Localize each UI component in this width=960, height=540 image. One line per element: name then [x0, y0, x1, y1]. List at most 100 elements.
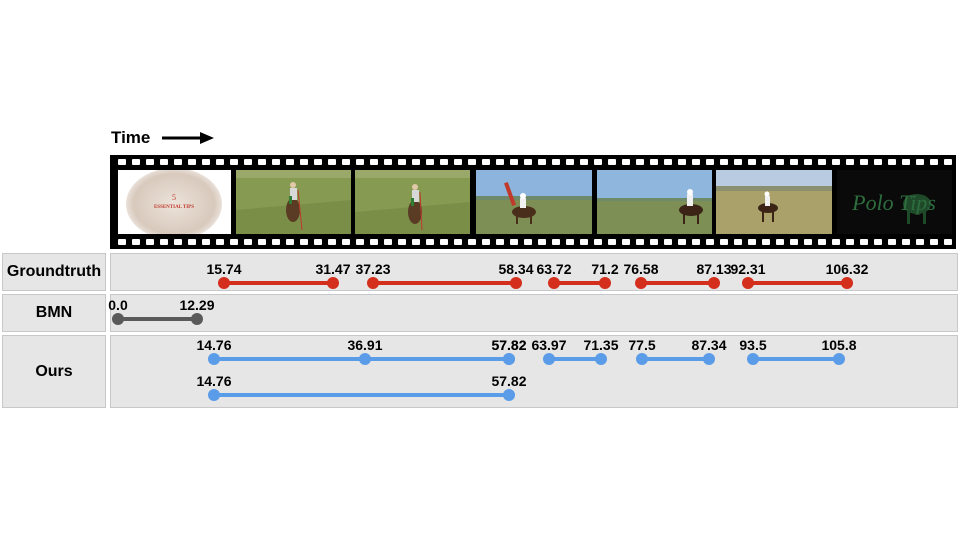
- film-hole: [356, 239, 364, 245]
- film-hole: [412, 239, 420, 245]
- segment-start-point: [548, 277, 560, 289]
- segment-end-point: [708, 277, 720, 289]
- film-hole: [706, 159, 714, 165]
- segment-start-label: 93.5: [739, 337, 766, 353]
- frame-1-caption-number: 5: [172, 193, 176, 202]
- film-hole: [734, 159, 742, 165]
- film-hole: [804, 159, 812, 165]
- film-hole: [916, 159, 924, 165]
- film-hole: [664, 159, 672, 165]
- film-hole: [902, 239, 910, 245]
- segment-start-label: 92.31: [730, 261, 765, 277]
- segment-start-point: [543, 353, 555, 365]
- film-hole: [776, 159, 784, 165]
- row-label-bmn: BMN: [2, 294, 106, 332]
- film-hole: [174, 159, 182, 165]
- film-hole: [846, 239, 854, 245]
- film-hole: [118, 239, 126, 245]
- segment-end-label: 106.32: [826, 261, 869, 277]
- segment-end-point: [841, 277, 853, 289]
- time-label: Time: [111, 128, 151, 147]
- segment-end-label: 87.34: [691, 337, 726, 353]
- segment-start-label: 37.23: [355, 261, 390, 277]
- segment-start-point: [747, 353, 759, 365]
- video-frame-3: [355, 170, 470, 234]
- film-hole: [258, 159, 266, 165]
- segment-end-point: [503, 353, 515, 365]
- film-hole: [916, 239, 924, 245]
- film-hole: [468, 159, 476, 165]
- film-hole: [482, 159, 490, 165]
- film-hole: [860, 159, 868, 165]
- film-hole: [244, 239, 252, 245]
- film-hole: [440, 239, 448, 245]
- film-hole: [286, 239, 294, 245]
- film-hole: [608, 159, 616, 165]
- segment-start-point: [218, 277, 230, 289]
- video-frame-7: Polo Tips: [837, 170, 952, 234]
- film-hole: [734, 239, 742, 245]
- film-hole: [412, 159, 420, 165]
- film-hole: [216, 239, 224, 245]
- film-hole: [664, 239, 672, 245]
- film-hole: [300, 239, 308, 245]
- film-hole: [538, 239, 546, 245]
- film-hole: [468, 239, 476, 245]
- film-hole: [762, 239, 770, 245]
- film-hole: [818, 159, 826, 165]
- film-hole: [328, 159, 336, 165]
- film-hole: [566, 239, 574, 245]
- film-hole: [748, 239, 756, 245]
- film-hole: [160, 239, 168, 245]
- film-hole: [370, 159, 378, 165]
- row-label-ours: Ours: [2, 335, 106, 408]
- row-label-groundtruth: Groundtruth: [2, 253, 106, 291]
- film-hole: [874, 159, 882, 165]
- film-perforations-bottom: [110, 235, 956, 249]
- film-hole: [216, 159, 224, 165]
- film-hole: [608, 239, 616, 245]
- film-hole: [510, 239, 518, 245]
- film-hole: [720, 239, 728, 245]
- film-hole: [552, 159, 560, 165]
- film-hole: [356, 159, 364, 165]
- film-hole: [692, 239, 700, 245]
- film-hole: [832, 239, 840, 245]
- film-hole: [524, 159, 532, 165]
- film-hole: [748, 159, 756, 165]
- film-hole: [776, 239, 784, 245]
- film-perforations-top: [110, 155, 956, 169]
- film-hole: [650, 239, 658, 245]
- film-hole: [496, 239, 504, 245]
- segment-start-label: 14.76: [196, 337, 231, 353]
- frame-1-caption-text: ESSENTIAL TIPS: [154, 205, 194, 210]
- film-hole: [510, 159, 518, 165]
- film-hole: [622, 239, 630, 245]
- film-hole: [860, 239, 868, 245]
- segment-start-label: 36.91: [347, 337, 382, 353]
- segment-start-label: 15.74: [206, 261, 241, 277]
- segment-end-point: [191, 313, 203, 325]
- film-hole: [790, 159, 798, 165]
- film-hole: [286, 159, 294, 165]
- film-hole: [188, 159, 196, 165]
- film-hole: [398, 159, 406, 165]
- segment-start-label: 63.72: [536, 261, 571, 277]
- segment-start-label: 77.5: [628, 337, 655, 353]
- segment-start-point: [635, 277, 647, 289]
- film-hole: [146, 159, 154, 165]
- film-hole: [902, 159, 910, 165]
- film-hole: [258, 239, 266, 245]
- film-hole: [622, 159, 630, 165]
- film-hole: [174, 239, 182, 245]
- segment-end-label: 57.82: [491, 337, 526, 353]
- segment-end-label: 87.13: [696, 261, 731, 277]
- film-hole: [524, 239, 532, 245]
- film-hole: [496, 159, 504, 165]
- film-hole: [384, 159, 392, 165]
- film-hole: [706, 239, 714, 245]
- film-hole: [160, 159, 168, 165]
- segment-start-label: 76.58: [623, 261, 658, 277]
- film-hole: [202, 239, 210, 245]
- film-hole: [132, 239, 140, 245]
